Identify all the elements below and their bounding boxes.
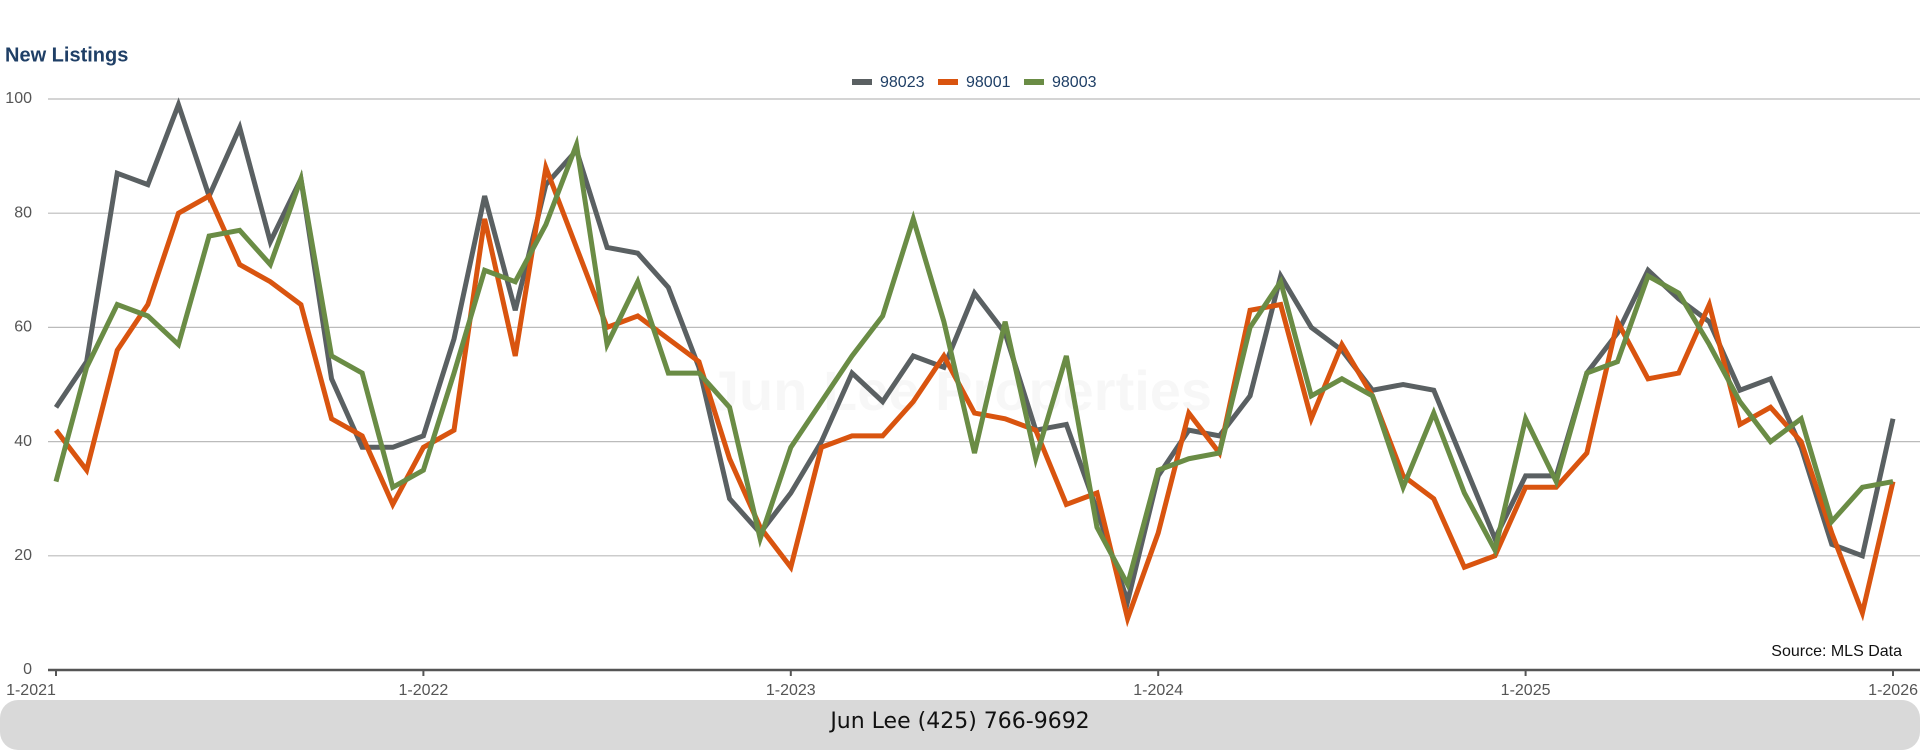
y-tick-label: 60 [14, 319, 32, 336]
x-tick-label: 1-2023 [766, 682, 816, 699]
y-tick-label: 0 [23, 661, 32, 678]
source-note: Source: MLS Data [1771, 643, 1902, 660]
y-tick-label: 80 [14, 204, 32, 221]
footer-band [0, 700, 1920, 750]
chart-title: New Listings [5, 44, 128, 66]
y-tick-label: 20 [14, 547, 32, 564]
y-tick-label: 100 [5, 90, 32, 107]
footer: Jun Lee (425) 766-9692 [828, 709, 1089, 734]
x-tick-label: 1-2021 [6, 682, 56, 699]
series-line [54, 157, 1896, 628]
x-tick-label: 1-2026 [1868, 682, 1918, 699]
x-tick-label: 1-2024 [1133, 682, 1183, 699]
legend-label: 98003 [1052, 74, 1097, 91]
series-line [53, 134, 1894, 592]
legend-label: 98023 [880, 74, 925, 91]
x-tick-label: 1-2025 [1501, 682, 1551, 699]
legend-label: 98001 [966, 74, 1011, 91]
x-tick-label: 1-2022 [398, 682, 448, 699]
y-tick-label: 40 [14, 433, 32, 450]
